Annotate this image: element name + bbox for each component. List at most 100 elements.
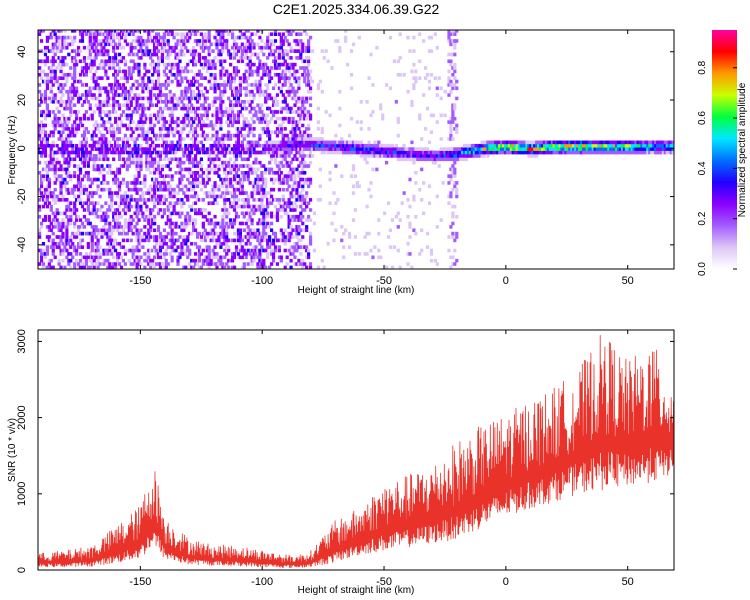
heatmap-cell (279, 86, 283, 91)
heatmap-cell (51, 265, 55, 269)
heatmap-cell (322, 147, 326, 151)
heatmap-cell (180, 35, 184, 40)
heatmap-cell (223, 198, 227, 202)
heatmap-cell (256, 116, 260, 121)
heatmap-cell (299, 106, 303, 111)
heatmap-cell (262, 228, 266, 233)
heatmap-cell (301, 72, 305, 77)
heatmap-cell (213, 147, 217, 151)
heatmap-cell (271, 49, 276, 53)
heatmap-cell (297, 174, 301, 178)
heatmap-cell (236, 89, 241, 94)
heatmap-cell (184, 76, 188, 80)
heatmap-cell (86, 56, 90, 60)
heatmap-cell (112, 241, 116, 246)
heatmap-cell (170, 113, 174, 118)
heatmap-cell (61, 231, 65, 236)
heatmap-cell (221, 214, 225, 219)
heatmap-cell (406, 198, 410, 202)
heatmap-cell (98, 154, 102, 158)
heatmap-cell (121, 32, 126, 37)
heatmap-cell (236, 127, 241, 131)
heatmap-cell (203, 45, 207, 50)
heatmap-cell (39, 93, 44, 97)
heatmap-cell (61, 62, 65, 67)
heatmap-cell (121, 228, 126, 233)
heatmap-cell (59, 137, 63, 141)
heatmap-cell (127, 113, 131, 118)
heatmap-cell (195, 198, 200, 202)
heatmap-cell (147, 231, 151, 236)
heatmap-cell (65, 221, 69, 226)
heatmap-cell (186, 154, 190, 158)
heatmap-cell (188, 167, 192, 172)
heatmap-cell (156, 42, 161, 47)
heatmap-cell (102, 86, 106, 91)
heatmap-cell (281, 231, 285, 236)
heatmap-cell (51, 110, 55, 114)
heatmap-cell (106, 164, 110, 168)
heatmap-cell (205, 235, 209, 239)
heatmap-cell (219, 30, 223, 33)
heatmap-cell (275, 170, 280, 175)
heatmap-cell (234, 147, 239, 151)
heatmap-cell (240, 56, 244, 60)
heatmap-cell (121, 45, 126, 50)
heatmap-cell (260, 170, 264, 175)
heatmap-cell (108, 56, 112, 60)
heatmap-cell (316, 147, 320, 151)
heatmap-cell (223, 228, 227, 233)
heatmap-cell (135, 198, 139, 202)
heatmap-cell (268, 160, 272, 165)
heatmap-cell (41, 110, 46, 114)
heatmap-cell (53, 160, 57, 165)
heatmap-cell (172, 241, 176, 246)
heatmap-cell (141, 86, 145, 91)
heatmap-cell (244, 93, 248, 97)
heatmap-cell (88, 52, 92, 57)
heatmap-cell (406, 35, 410, 40)
heatmap-cell (184, 113, 188, 118)
heatmap-cell (80, 238, 85, 243)
heatmap-cell (275, 154, 280, 158)
heatmap-cell (94, 167, 98, 172)
heatmap-cell (59, 76, 63, 80)
heatmap-cell (137, 164, 141, 168)
heatmap-cell (307, 177, 311, 182)
heatmap-cell (38, 72, 42, 77)
heatmap-cell (197, 72, 202, 77)
heatmap-cell (195, 30, 200, 33)
heatmap-cell (301, 150, 305, 155)
heatmap-cell (184, 123, 188, 128)
heatmap-cell (289, 147, 293, 151)
heatmap-cell (123, 123, 127, 128)
heatmap-cell (260, 66, 264, 70)
heatmap-cell (135, 137, 139, 141)
heatmap-cell (69, 235, 73, 239)
heatmap-cell (211, 49, 215, 53)
heatmap-cell (252, 204, 256, 209)
heatmap-cell (365, 231, 369, 236)
heatmap-cell (246, 120, 250, 124)
heatmap-cell (338, 140, 342, 145)
heatmap-cell (69, 140, 73, 145)
heatmap-cell (141, 103, 145, 107)
heatmap-cell (104, 72, 108, 77)
heatmap-cell (406, 150, 410, 155)
heatmap-cell (69, 157, 73, 162)
heatmap-cell (250, 116, 254, 121)
heatmap-cell (369, 113, 373, 118)
heatmap-cell (73, 164, 77, 168)
heatmap-cell (61, 241, 65, 246)
heatmap-cell (63, 143, 67, 148)
heatmap-cell (213, 221, 217, 226)
heatmap-cell (240, 157, 244, 162)
heatmap-cell (80, 154, 85, 158)
heatmap-cell (244, 143, 248, 148)
heatmap-cell (199, 113, 204, 118)
heatmap-cell (127, 208, 131, 212)
heatmap-cell (256, 66, 260, 70)
heatmap-cell (351, 42, 356, 47)
heatmap-cell (277, 52, 281, 57)
heatmap-cell (123, 113, 127, 118)
